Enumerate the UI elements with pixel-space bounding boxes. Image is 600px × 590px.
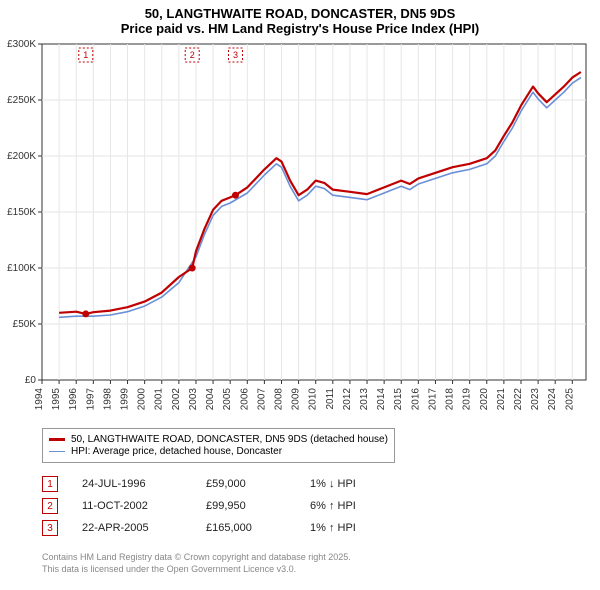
- chart-legend: 50, LANGTHWAITE ROAD, DONCASTER, DN5 9DS…: [42, 428, 395, 463]
- legend-swatch: [49, 451, 65, 453]
- svg-text:2007: 2007: [256, 388, 267, 411]
- event-price: £165,000: [206, 522, 286, 534]
- legend-swatch: [49, 438, 65, 440]
- event-date: 24-JUL-1996: [82, 478, 182, 490]
- svg-text:2022: 2022: [513, 388, 524, 411]
- svg-text:2024: 2024: [547, 388, 558, 411]
- sale-events-table: 1 24-JUL-1996 £59,000 1% ↓ HPI 2 11-OCT-2002 £…: [42, 470, 356, 542]
- event-number-badge: 2: [42, 498, 58, 514]
- svg-text:2020: 2020: [479, 388, 490, 411]
- svg-text:1995: 1995: [51, 388, 62, 411]
- svg-text:2005: 2005: [222, 388, 233, 411]
- svg-text:£100K: £100K: [7, 263, 36, 274]
- svg-text:£200K: £200K: [7, 151, 36, 162]
- event-price: £59,000: [206, 478, 286, 490]
- svg-text:3: 3: [233, 50, 238, 60]
- event-hpi-delta: 1% ↓ HPI: [310, 478, 356, 490]
- svg-text:2014: 2014: [376, 388, 387, 411]
- svg-text:1996: 1996: [68, 388, 79, 411]
- svg-text:1997: 1997: [85, 388, 96, 411]
- svg-text:2015: 2015: [393, 388, 404, 411]
- svg-text:1994: 1994: [34, 388, 45, 411]
- footer-line2: This data is licensed under the Open Gov…: [42, 564, 351, 576]
- legend-row: 50, LANGTHWAITE ROAD, DONCASTER, DN5 9DS…: [49, 434, 388, 445]
- svg-text:2: 2: [190, 50, 195, 60]
- svg-text:2008: 2008: [273, 388, 284, 411]
- event-price: £99,950: [206, 500, 286, 512]
- svg-text:1998: 1998: [102, 388, 113, 411]
- event-hpi-delta: 1% ↑ HPI: [310, 522, 356, 534]
- footer-line1: Contains HM Land Registry data © Crown c…: [42, 552, 351, 564]
- svg-text:£50K: £50K: [13, 319, 37, 330]
- event-date: 11-OCT-2002: [82, 500, 182, 512]
- event-date: 22-APR-2005: [82, 522, 182, 534]
- svg-text:2002: 2002: [171, 388, 182, 411]
- svg-text:2003: 2003: [188, 388, 199, 411]
- attribution-footer: Contains HM Land Registry data © Crown c…: [42, 552, 351, 575]
- svg-text:2018: 2018: [445, 388, 456, 411]
- svg-text:2000: 2000: [137, 388, 148, 411]
- svg-text:2012: 2012: [342, 388, 353, 411]
- svg-text:2021: 2021: [496, 388, 507, 411]
- legend-label: 50, LANGTHWAITE ROAD, DONCASTER, DN5 9DS…: [71, 434, 388, 445]
- event-number-badge: 3: [42, 520, 58, 536]
- svg-text:2025: 2025: [564, 388, 575, 411]
- event-row: 2 11-OCT-2002 £99,950 6% ↑ HPI: [42, 498, 356, 514]
- svg-text:2001: 2001: [154, 388, 165, 411]
- svg-text:2009: 2009: [291, 388, 302, 411]
- svg-text:£250K: £250K: [7, 95, 36, 106]
- svg-text:2016: 2016: [410, 388, 421, 411]
- legend-label: HPI: Average price, detached house, Donc…: [71, 446, 282, 457]
- svg-text:£150K: £150K: [7, 207, 36, 218]
- svg-text:2004: 2004: [205, 388, 216, 411]
- svg-text:£300K: £300K: [7, 39, 36, 50]
- event-row: 3 22-APR-2005 £165,000 1% ↑ HPI: [42, 520, 356, 536]
- svg-text:2017: 2017: [427, 388, 438, 411]
- svg-text:2010: 2010: [308, 388, 319, 411]
- svg-text:2006: 2006: [239, 388, 250, 411]
- event-hpi-delta: 6% ↑ HPI: [310, 500, 356, 512]
- price-chart: £0 £50K £100K £150K £200K £250K £300K 1994 1995 1…: [0, 0, 600, 430]
- svg-text:2023: 2023: [530, 388, 541, 411]
- legend-row: HPI: Average price, detached house, Donc…: [49, 446, 388, 457]
- svg-text:1: 1: [83, 50, 88, 60]
- svg-text:£0: £0: [25, 375, 37, 386]
- svg-text:1999: 1999: [120, 388, 131, 411]
- svg-text:2011: 2011: [325, 388, 336, 410]
- svg-text:2019: 2019: [462, 388, 473, 411]
- event-row: 1 24-JUL-1996 £59,000 1% ↓ HPI: [42, 476, 356, 492]
- svg-text:2013: 2013: [359, 388, 370, 411]
- event-number-badge: 1: [42, 476, 58, 492]
